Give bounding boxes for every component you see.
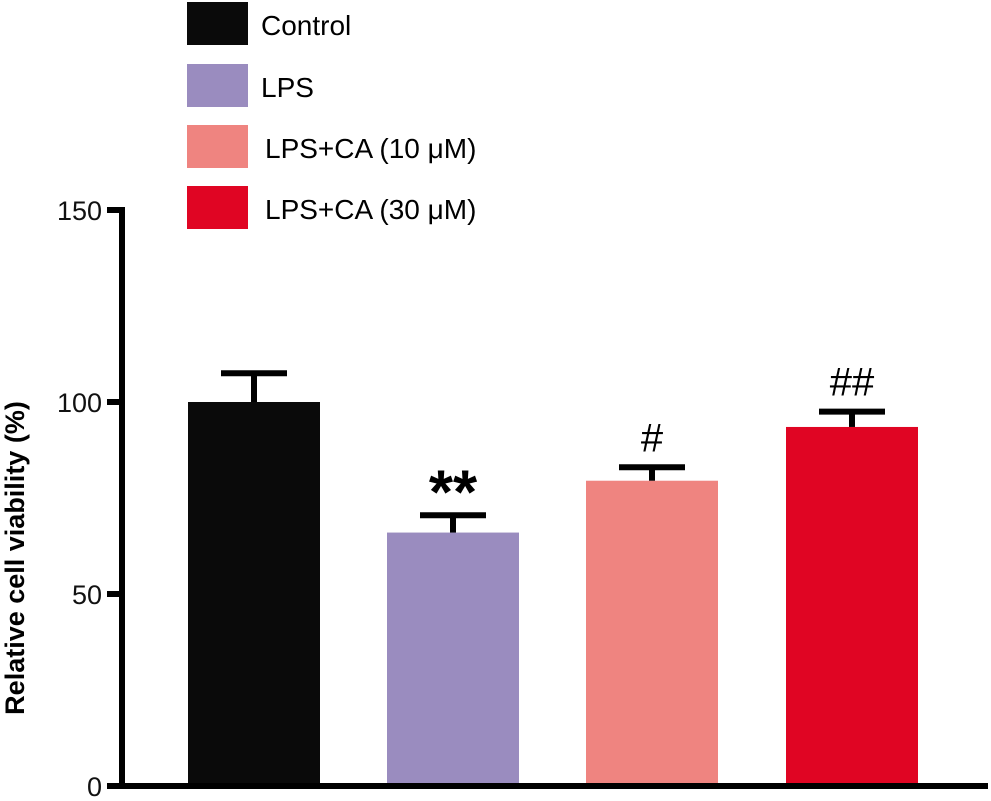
- legend-label: Control: [261, 10, 351, 41]
- legend-item: LPS+CA (10 μM): [187, 125, 476, 168]
- legend: Control LPS LPS+CA (10 μM) LPS+CA (30 μM): [187, 2, 476, 229]
- bar-group: **: [387, 458, 519, 786]
- bar-group: [188, 370, 320, 786]
- bar: [786, 426, 918, 786]
- legend-label: LPS+CA (30 μM): [265, 194, 476, 225]
- legend-swatch: [187, 64, 248, 107]
- legend-swatch: [187, 2, 248, 45]
- y-ticks: 0 50 100 150: [57, 196, 122, 801]
- legend-item: Control: [187, 2, 351, 45]
- y-tick-label: 100: [57, 388, 102, 418]
- axes: 0 50 100 150 Relative cell viability (%): [0, 196, 988, 801]
- legend-swatch: [187, 125, 248, 168]
- legend-swatch: [187, 186, 248, 229]
- significance-label: #: [641, 416, 664, 460]
- y-axis-title: Relative cell viability (%): [0, 401, 30, 715]
- legend-label: LPS+CA (10 μM): [265, 133, 476, 164]
- significance-label: ##: [830, 361, 875, 405]
- y-tick-label: 150: [57, 196, 102, 226]
- bar: [586, 480, 718, 786]
- bar-group: #: [586, 416, 718, 786]
- legend-label: LPS: [261, 72, 314, 103]
- legend-item: LPS+CA (30 μM): [187, 186, 476, 229]
- y-tick-label: 50: [72, 580, 102, 610]
- bars: **###: [188, 361, 918, 786]
- significance-label: **: [429, 458, 478, 527]
- bar: [387, 532, 519, 786]
- y-tick-label: 0: [87, 772, 102, 801]
- bar: [188, 402, 320, 786]
- bar-group: ##: [786, 361, 918, 786]
- legend-item: LPS: [187, 64, 314, 107]
